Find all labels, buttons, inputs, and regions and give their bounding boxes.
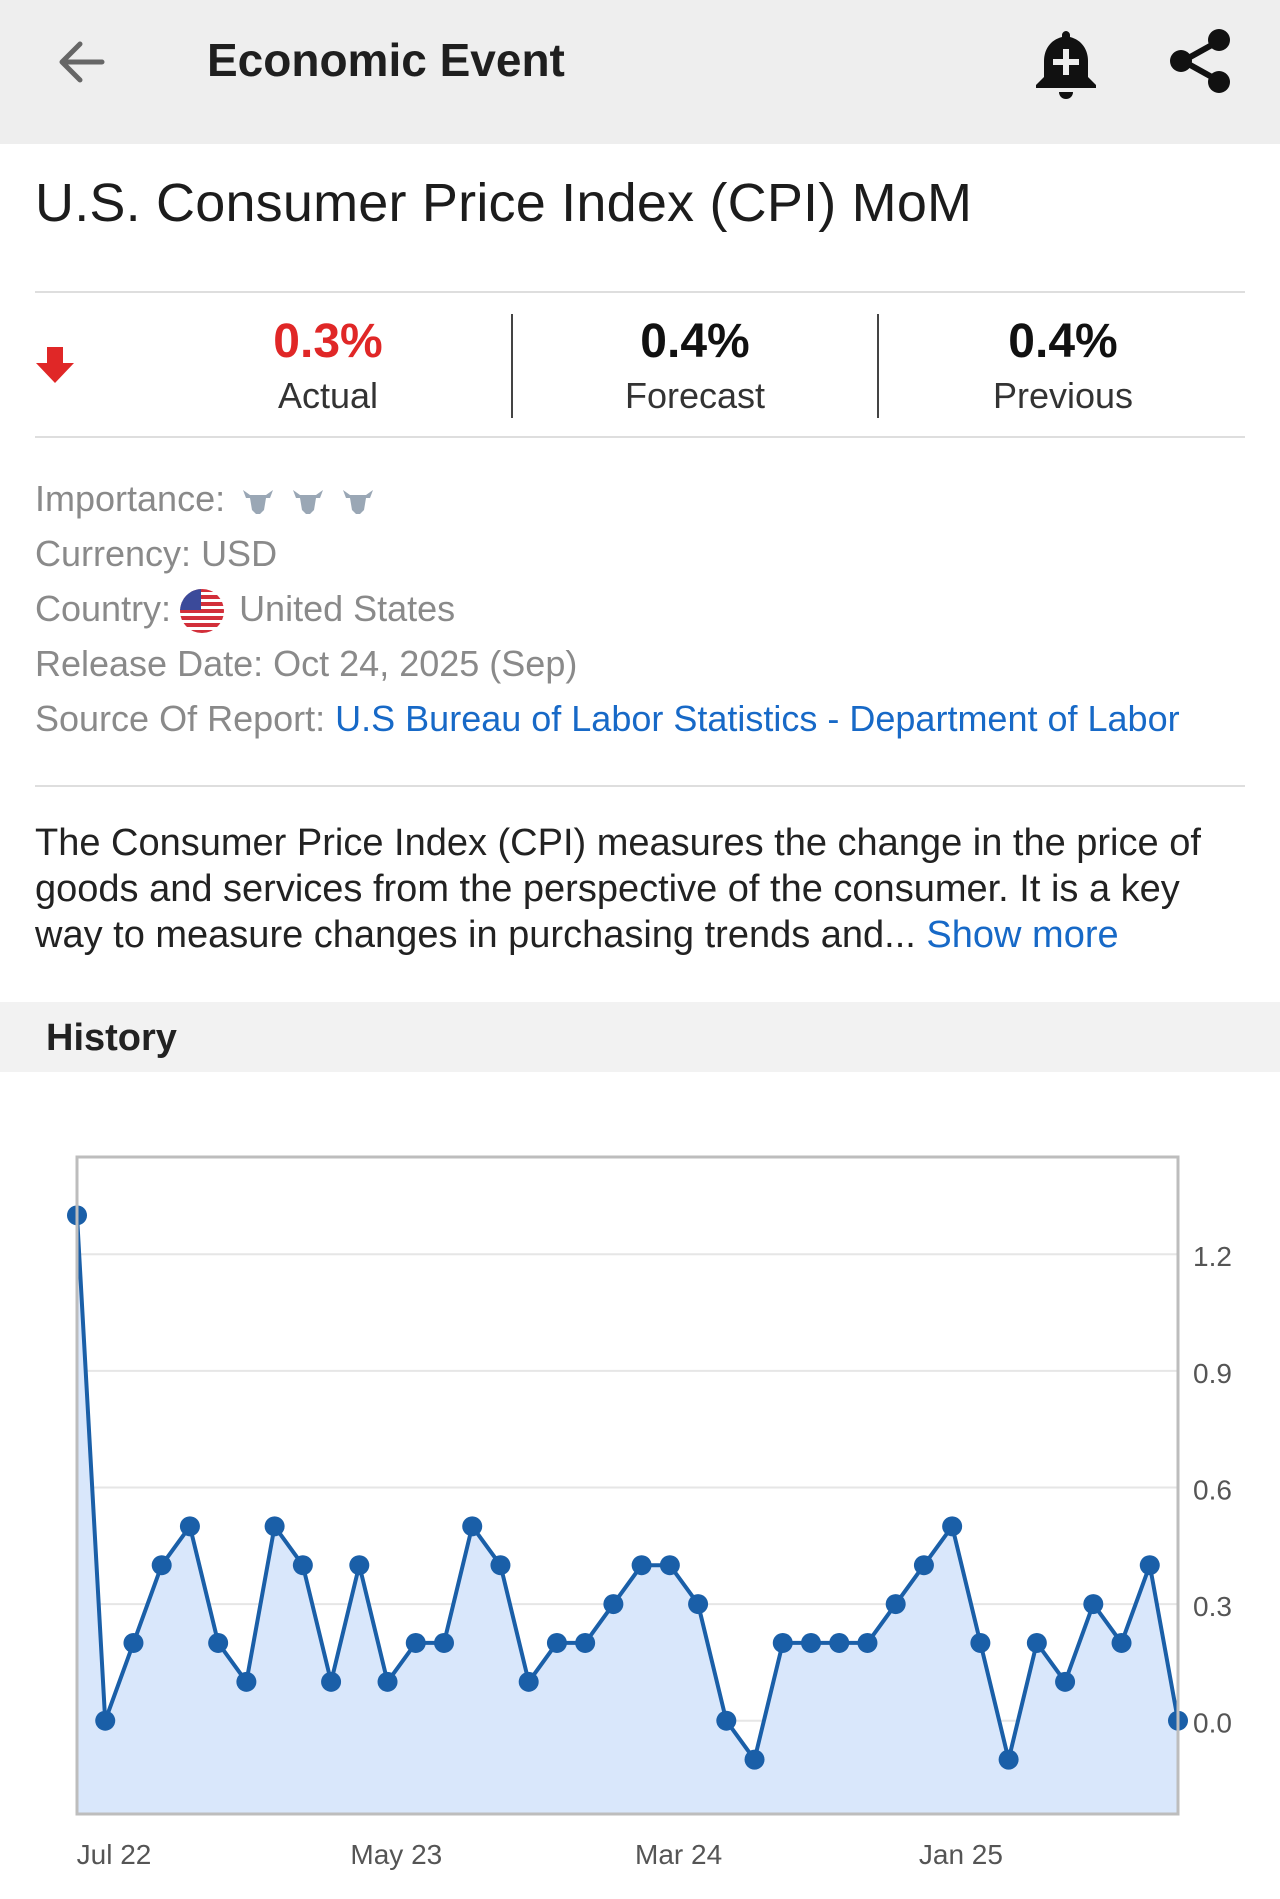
event-title: U.S. Consumer Price Index (CPI) MoM [35,170,972,236]
actual-stat: 0.3% Actual [148,312,508,418]
data-point [95,1711,115,1731]
bull-icon [291,486,325,516]
data-point [773,1633,793,1653]
y-tick-label: 0.6 [1193,1474,1232,1505]
data-point [152,1555,172,1575]
source-row: Source Of Report: U.S Bureau of Labor St… [35,697,1180,741]
y-tick-label: 1.2 [1193,1241,1232,1272]
x-tick-label: May 23 [350,1839,442,1870]
event-description: The Consumer Price Index (CPI) measures … [35,820,1250,958]
stat-separator [511,314,513,418]
us-flag-icon [179,588,225,634]
y-tick-label: 0.0 [1193,1708,1232,1739]
y-tick-label: 0.9 [1193,1358,1232,1389]
country-label: Country: [35,588,171,629]
currency-row: Currency: USD [35,532,277,576]
data-point [123,1633,143,1653]
y-tick-label: 0.3 [1193,1591,1232,1622]
previous-value: 0.4% [883,312,1243,372]
back-arrow-icon[interactable] [50,30,114,94]
source-label: Source Of Report: [35,698,325,739]
data-point [349,1555,369,1575]
data-point [801,1633,821,1653]
divider [35,436,1245,438]
release-date-row: Release Date: Oct 24, 2025 (Sep) [35,642,577,686]
data-point [829,1633,849,1653]
share-icon[interactable] [1165,25,1237,97]
source-link[interactable]: U.S Bureau of Labor Statistics - Departm… [335,698,1179,739]
data-point [745,1750,765,1770]
data-point [1055,1672,1075,1692]
data-point [603,1594,623,1614]
history-chart: 0.0 0.3 0.6 0.9 1.2 Jul 22 May 23 Mar 24 Jan 25 [0,1072,1280,1899]
forecast-value: 0.4% [515,312,875,372]
data-point [236,1672,256,1692]
previous-stat: 0.4% Previous [883,312,1243,418]
actual-label: Actual [148,374,508,418]
importance-row: Importance: [35,477,375,521]
release-label: Release Date: [35,643,263,684]
country-row: Country: United States [35,587,455,634]
app-bar: Economic Event [0,0,1280,144]
show-more-link[interactable]: Show more [926,914,1118,956]
page-title: Economic Event [207,32,565,88]
history-heading: History [46,1016,177,1060]
data-point [208,1633,228,1653]
currency-value: USD [201,533,277,574]
forecast-stat: 0.4% Forecast [515,312,875,418]
data-point [660,1555,680,1575]
forecast-label: Forecast [515,374,875,418]
data-point [462,1516,482,1536]
data-point [378,1672,398,1692]
data-point [547,1633,567,1653]
data-point [434,1633,454,1653]
data-point [575,1633,595,1653]
divider [35,291,1245,293]
data-point [716,1711,736,1731]
data-point [265,1516,285,1536]
arrow-down-icon [34,345,76,385]
actual-value: 0.3% [148,312,508,372]
data-point [1083,1594,1103,1614]
data-point [1140,1555,1160,1575]
country-value: United States [239,588,455,629]
data-point [1112,1633,1132,1653]
data-point [632,1555,652,1575]
data-point [180,1516,200,1536]
data-point [886,1594,906,1614]
data-point [914,1555,934,1575]
data-point [293,1555,313,1575]
data-point [406,1633,426,1653]
release-value: Oct 24, 2025 (Sep) [273,643,577,684]
x-tick-label: Jul 22 [77,1839,152,1870]
importance-label: Importance: [35,478,225,519]
x-tick-label: Mar 24 [635,1839,722,1870]
data-point [490,1555,510,1575]
history-section-header: History [0,1002,1280,1072]
data-point [857,1633,877,1653]
previous-label: Previous [883,374,1243,418]
data-point [970,1633,990,1653]
x-tick-label: Jan 25 [919,1839,1003,1870]
bull-icon [341,486,375,516]
data-point [1027,1633,1047,1653]
data-point [321,1672,341,1692]
data-point [942,1516,962,1536]
bell-plus-icon[interactable] [1030,25,1102,101]
currency-label: Currency: [35,533,191,574]
data-point [688,1594,708,1614]
data-point [519,1672,539,1692]
stat-separator [877,314,879,418]
bull-icon [241,486,275,516]
data-point [999,1750,1019,1770]
divider [35,785,1245,787]
